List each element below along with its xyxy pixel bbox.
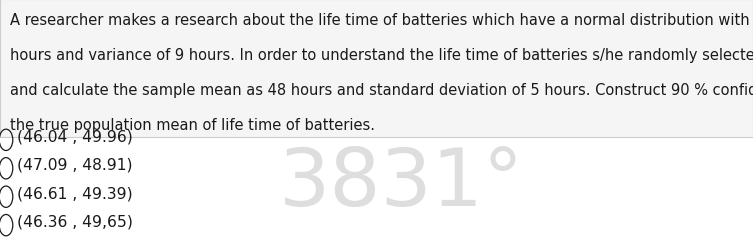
Text: and calculate the sample mean as 48 hours and standard deviation of 5 hours. Con: and calculate the sample mean as 48 hour… [10,83,753,98]
Text: (46.36 , 49,65): (46.36 , 49,65) [17,214,133,229]
Text: hours and variance of 9 hours. In order to understand the life time of batteries: hours and variance of 9 hours. In order … [10,48,753,63]
Text: A researcher makes a research about the life time of batteries which have a norm: A researcher makes a research about the … [10,13,753,28]
Text: (46.04 , 49.96): (46.04 , 49.96) [17,129,133,144]
Text: (46.61 , 49.39): (46.61 , 49.39) [17,186,133,201]
Text: (47.09 , 48.91): (47.09 , 48.91) [17,158,132,173]
Text: 3831°: 3831° [279,145,523,223]
Text: the true population mean of life time of batteries.: the true population mean of life time of… [10,118,375,133]
FancyBboxPatch shape [0,0,753,137]
